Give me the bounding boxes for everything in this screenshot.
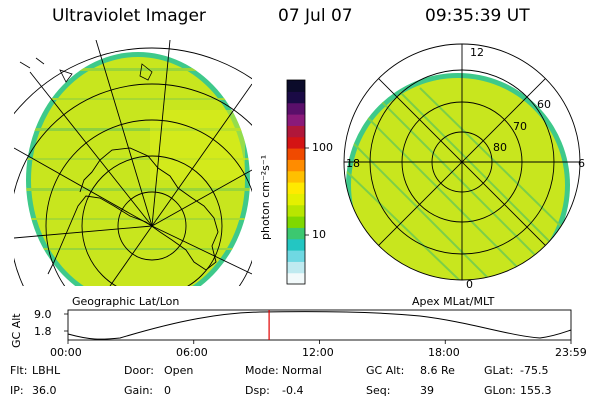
- colorbar-segment: [287, 261, 305, 274]
- status-label: GLon:: [484, 384, 516, 397]
- geographic-map: [14, 40, 252, 286]
- lat-label-70: 70: [513, 120, 527, 133]
- colorbar-segment: [287, 193, 305, 206]
- timeline-tick-3: 18:00: [428, 346, 460, 359]
- mlt-label-0: 0: [466, 278, 473, 291]
- status-value: 8.6 Re: [420, 364, 455, 377]
- status-value: 0: [164, 384, 171, 397]
- colorbar-segment: [287, 80, 305, 92]
- image-disk: [351, 78, 565, 280]
- coastline: [47, 147, 219, 275]
- lat-label-60: 60: [537, 98, 551, 111]
- colorbar-segment: [287, 227, 305, 240]
- timeline-tick-4: 23:59: [555, 346, 587, 359]
- colorbar-segment: [287, 159, 305, 172]
- timeline-tick-1: 06:00: [176, 346, 208, 359]
- status-value: -75.5: [520, 364, 549, 377]
- right-panel-caption: Apex MLat/MLT: [412, 295, 495, 308]
- status-label: GC Alt:: [366, 364, 405, 377]
- colorbar-label-100: 100: [312, 141, 333, 154]
- status-label: Door:: [124, 364, 154, 377]
- status-value: 39: [420, 384, 434, 397]
- colorbar-segment: [287, 148, 305, 160]
- magnetic-polar-plot: [343, 43, 581, 281]
- colorbar-segment: [287, 125, 305, 138]
- colorbar-segment: [287, 102, 305, 115]
- colorbar-segment: [287, 204, 305, 217]
- colorbar-segment: [287, 250, 305, 262]
- colorbar-segment: [287, 114, 305, 126]
- colorbar-unit-label: photon cm⁻²s⁻¹: [259, 154, 272, 240]
- status-label: Dsp:: [245, 384, 270, 397]
- colorbar-segment: [287, 136, 305, 149]
- mlt-label-12: 12: [470, 46, 484, 59]
- colorbar-label-10: 10: [312, 228, 326, 241]
- status-label: Flt:: [10, 364, 28, 377]
- colorbar-segment: [287, 170, 305, 183]
- lat-grid: [14, 47, 252, 286]
- status-value: LBHL: [32, 364, 61, 377]
- timeline-tick-2: 12:00: [302, 346, 334, 359]
- status-label: Mode:: [245, 364, 279, 377]
- status-label: Gain:: [124, 384, 153, 397]
- status-value: Open: [164, 364, 194, 377]
- scan-stripes: [346, 87, 570, 280]
- colorbar: [286, 79, 309, 285]
- status-value: 155.3: [520, 384, 552, 397]
- instrument-title: Ultraviolet Imager: [52, 6, 206, 26]
- lat-label-80: 80: [493, 141, 507, 154]
- colorbar-segment: [287, 216, 305, 228]
- time-label: 09:35:39 UT: [425, 6, 530, 26]
- mlt-label-18: 18: [346, 157, 360, 170]
- status-value: 36.0: [32, 384, 57, 397]
- timeline-ymax: 9.0: [34, 308, 52, 321]
- timeline-frame: [67, 309, 572, 341]
- timeline-tick-0: 00:00: [50, 346, 82, 359]
- status-label: GLat:: [484, 364, 514, 377]
- polar-grid: [343, 43, 581, 281]
- status-label: Seq:: [366, 384, 391, 397]
- timeline-ylabel: GC Alt: [10, 313, 23, 348]
- orbit-timeline: [64, 309, 572, 344]
- colorbar-segment: [287, 91, 305, 104]
- colorbar-segment: [287, 272, 305, 285]
- colorbar-segment: [287, 182, 305, 194]
- timeline-ymin: 1.8: [34, 325, 52, 338]
- status-label: IP:: [10, 384, 24, 397]
- mlt-label-6: 6: [578, 157, 585, 170]
- status-value: -0.4: [282, 384, 304, 397]
- lon-grid: [14, 40, 252, 286]
- altitude-curve: [67, 311, 572, 340]
- colorbar-segment: [287, 238, 305, 251]
- status-value: Normal: [282, 364, 322, 377]
- date-label: 07 Jul 07: [278, 6, 353, 26]
- left-panel-caption: Geographic Lat/Lon: [72, 295, 180, 308]
